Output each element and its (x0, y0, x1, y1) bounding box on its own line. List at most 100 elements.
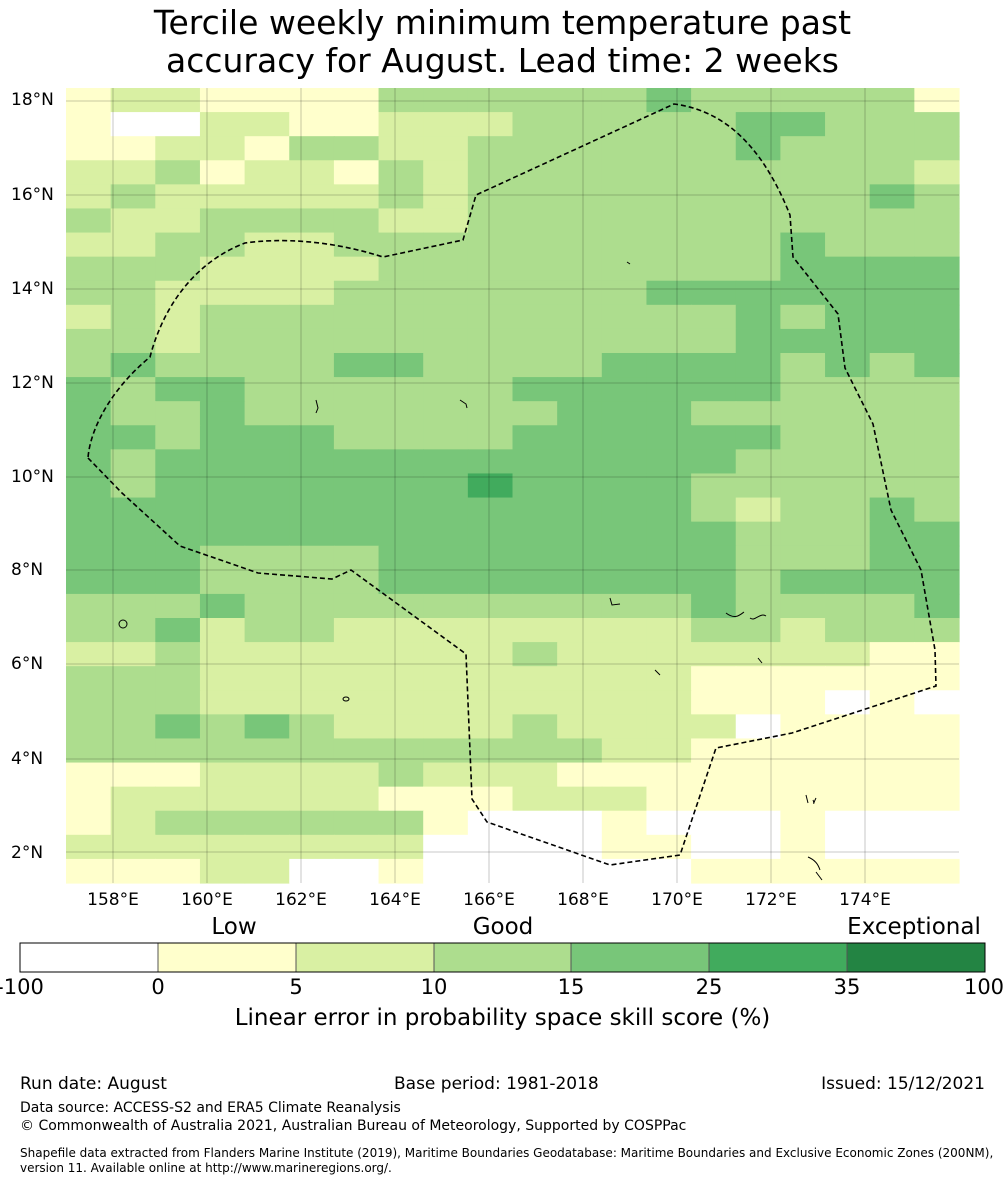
grid-cell (735, 786, 781, 812)
grid-cell (646, 256, 692, 282)
grid-cell (780, 786, 826, 812)
grid-cell (780, 738, 826, 764)
grid-cell (467, 762, 514, 788)
grid-cell (735, 136, 781, 161)
grid-cell (467, 738, 514, 764)
grid-cell (110, 232, 156, 258)
grid-cell (66, 280, 112, 306)
grid-cell (735, 184, 781, 210)
grid-cell (66, 232, 112, 258)
grid-cell (869, 160, 915, 185)
grid-cell (66, 618, 112, 643)
grid-cell (378, 738, 424, 764)
grid-cell (646, 449, 692, 475)
grid-cell (289, 208, 335, 234)
grid-cell (914, 738, 960, 764)
grid-cell (691, 545, 737, 571)
grid-cell (66, 858, 112, 884)
grid-cell (557, 377, 603, 402)
grid-cell (780, 473, 826, 499)
grid-cell (244, 184, 290, 210)
grid-cell (423, 425, 469, 450)
grid-cell (467, 208, 514, 234)
grid-cell (199, 858, 246, 884)
grid-cell (110, 666, 156, 691)
grid-cell (646, 112, 692, 137)
grid-cell (110, 280, 156, 306)
grid-cell (557, 256, 603, 282)
grid-cell (691, 521, 737, 547)
grid-cell (646, 184, 692, 210)
grid-cell (423, 858, 469, 884)
grid-cell (467, 714, 514, 740)
grid-cell (780, 208, 826, 234)
grid-cell (199, 618, 246, 643)
grid-cell (289, 280, 335, 306)
grid-cell (155, 762, 201, 788)
grid-cell (155, 497, 201, 523)
grid-cell (244, 328, 290, 354)
colorbar-tick: 15 (557, 975, 585, 999)
grid-cell (467, 112, 514, 137)
colorbar-tick: 5 (289, 975, 303, 999)
grid-cell (557, 738, 603, 764)
grid-cell (601, 545, 648, 571)
grid-cell (691, 834, 737, 860)
grid-cell (691, 690, 737, 715)
grid-cell (333, 256, 380, 282)
grid-cell (467, 377, 514, 402)
grid-cell (825, 810, 871, 836)
grid-cell (557, 618, 603, 643)
grid-cell (557, 858, 603, 884)
grid-cell (423, 449, 469, 475)
grid-cell (914, 473, 960, 499)
grid-cell (199, 569, 246, 595)
grid-cell (646, 160, 692, 185)
grid-cell (66, 786, 112, 812)
grid-cell (869, 473, 915, 499)
grid-cell (557, 88, 603, 113)
colorbar-tick: -100 (0, 975, 44, 999)
grid-cell (512, 593, 558, 619)
grid-cell (601, 280, 648, 306)
grid-cell (557, 328, 603, 354)
grid-cell (735, 762, 781, 788)
grid-cell (423, 690, 469, 715)
grid-cell (110, 569, 156, 595)
chart-title-line-1: Tercile weekly minimum temperature past (153, 3, 852, 42)
grid-cell (735, 834, 781, 860)
grid-cell (467, 328, 514, 354)
grid-cell (557, 184, 603, 210)
grid-cell (646, 401, 692, 426)
grid-cell (467, 690, 514, 715)
lon-label: 174°E (839, 890, 891, 910)
graticule (66, 88, 959, 883)
grid-cell (869, 786, 915, 812)
grid-cell (557, 714, 603, 740)
grid-cell (467, 136, 514, 161)
grid-cell (601, 184, 648, 210)
issued-date: Issued: 15/12/2021 (821, 1074, 985, 1094)
grid-cell (244, 834, 290, 860)
grid-cell (691, 401, 737, 426)
grid-cell (601, 328, 648, 354)
grid-cell (825, 738, 871, 764)
grid-cell (423, 569, 469, 595)
grid-cell (914, 810, 960, 836)
grid-cell (244, 136, 290, 161)
grid-cell (512, 112, 558, 137)
grid-cell (289, 425, 335, 450)
grid-cell (66, 569, 112, 595)
lon-label: 162°E (275, 890, 327, 910)
grid-cell (110, 328, 156, 354)
grid-cell (244, 256, 290, 282)
grid-cell (289, 642, 335, 667)
grid-cell (735, 810, 781, 836)
grid-cell (155, 184, 201, 210)
grid-cell (512, 256, 558, 282)
grid-cell (155, 401, 201, 426)
grid-cell (914, 256, 960, 282)
grid-cell (289, 666, 335, 691)
grid-cell (289, 449, 335, 475)
grid-cell (557, 160, 603, 185)
